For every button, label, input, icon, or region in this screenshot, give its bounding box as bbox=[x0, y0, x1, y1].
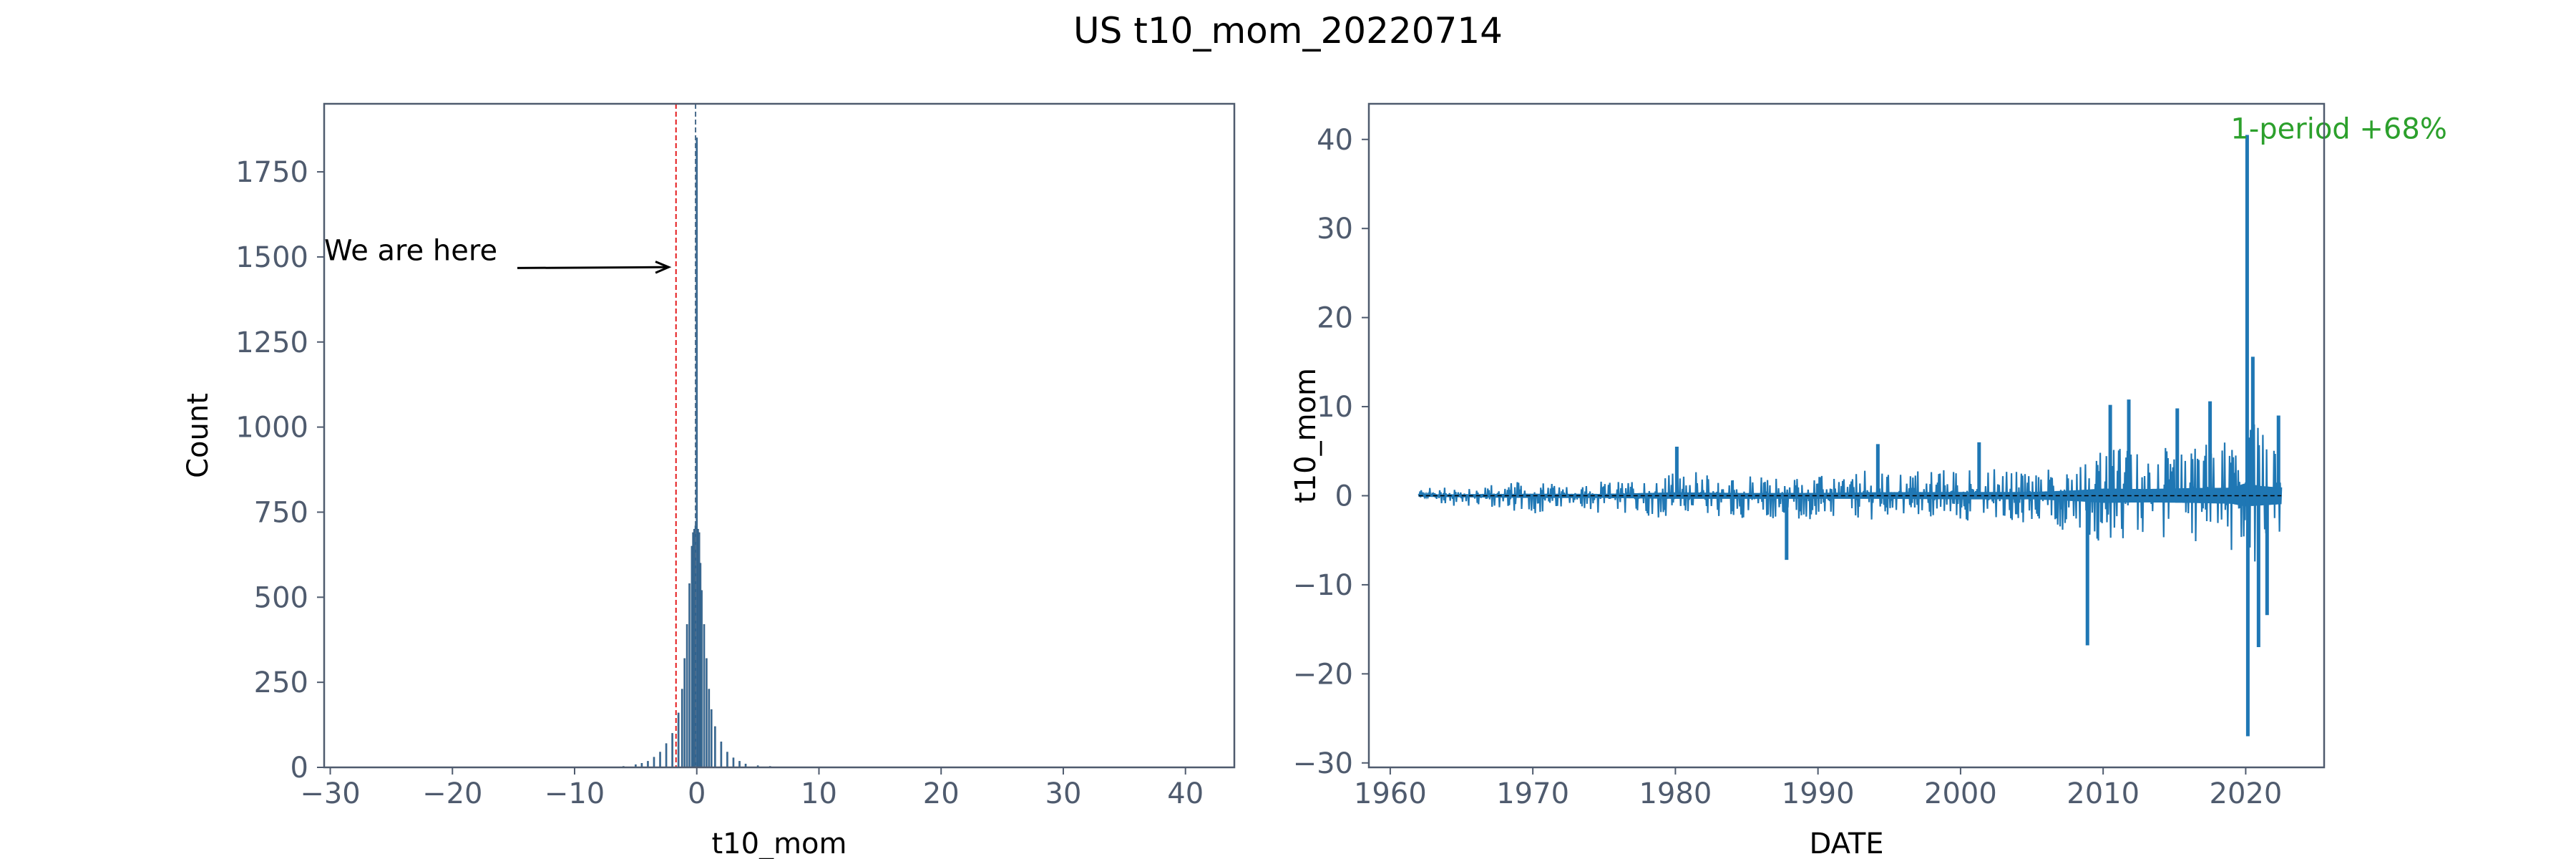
x-tick-label: 20 bbox=[923, 777, 960, 810]
y-tick-label: 10 bbox=[1317, 391, 1353, 424]
histogram-bar bbox=[665, 743, 668, 768]
y-tick-label: 250 bbox=[254, 666, 308, 699]
histogram-bar bbox=[701, 590, 703, 768]
y-tick-label: 0 bbox=[291, 752, 308, 785]
y-tick-label: 1000 bbox=[235, 412, 308, 445]
y-tick-label: 40 bbox=[1317, 124, 1353, 157]
x-tick-label: 0 bbox=[688, 777, 706, 810]
x-tick-label: 1990 bbox=[1782, 777, 1855, 810]
histogram-bar bbox=[706, 658, 708, 768]
y-tick-label: 20 bbox=[1317, 302, 1353, 335]
timeseries-panel: 1-period +68%1960 1970 1980 1990 2000 2010 202… bbox=[1289, 102, 2447, 859]
histogram-frame bbox=[323, 102, 1236, 769]
annotation-arrowhead bbox=[655, 261, 672, 274]
y-tick-label: 1500 bbox=[235, 241, 308, 274]
annotation-arrow bbox=[517, 266, 669, 269]
y-tick-label: −20 bbox=[1293, 658, 1353, 691]
histogram-panel: We are here −30 −20 −10 0 10 20 30 40 0 250 500 750 1… bbox=[182, 102, 1236, 859]
y-tick-label: 500 bbox=[254, 581, 308, 614]
x-tick-label: 10 bbox=[801, 777, 837, 810]
histogram-bar bbox=[686, 624, 688, 768]
x-tick-label: 1980 bbox=[1639, 777, 1712, 810]
histogram-bar bbox=[726, 752, 728, 768]
histogram-bar bbox=[647, 761, 649, 768]
x-tick-label: −20 bbox=[422, 777, 482, 810]
y-tick-label: −10 bbox=[1293, 569, 1353, 602]
x-tick-label: 2000 bbox=[1924, 777, 1997, 810]
histogram-bar bbox=[680, 689, 683, 768]
annotation-text: We are here bbox=[324, 234, 497, 267]
y-tick-label: 1250 bbox=[235, 326, 308, 359]
x-axis-label: DATE bbox=[1809, 828, 1883, 859]
x-axis-label: t10_mom bbox=[712, 828, 847, 859]
histogram-bar bbox=[683, 658, 686, 768]
histogram-bar bbox=[714, 726, 716, 768]
x-tick-label: 2020 bbox=[2210, 777, 2283, 810]
x-tick-label: 30 bbox=[1045, 777, 1082, 810]
y-tick-label: 750 bbox=[254, 496, 308, 529]
series-line bbox=[1418, 421, 2283, 562]
x-tick-label: 40 bbox=[1167, 777, 1204, 810]
histogram-bar bbox=[708, 689, 711, 768]
series-annotation: 1-period +68% bbox=[2230, 113, 2446, 146]
y-axis-label: Count bbox=[182, 393, 215, 478]
histogram-bar bbox=[732, 757, 735, 768]
histogram-bar bbox=[703, 624, 706, 768]
x-tick-label: 1970 bbox=[1496, 777, 1569, 810]
y-axis-label: t10_mom bbox=[1289, 368, 1322, 503]
histogram-bar bbox=[688, 583, 691, 768]
y-tick-label: 30 bbox=[1317, 213, 1353, 246]
histogram-bar bbox=[677, 712, 680, 768]
x-tick-label: −30 bbox=[300, 777, 360, 810]
histogram-bar bbox=[671, 733, 673, 768]
y-tick-label: 1750 bbox=[235, 156, 308, 189]
x-tick-label: 1960 bbox=[1354, 777, 1427, 810]
y-tick-label: 0 bbox=[1335, 480, 1353, 513]
histogram-bar bbox=[659, 752, 661, 768]
x-tick-label: −10 bbox=[545, 777, 605, 810]
x-tick-label: 2010 bbox=[2067, 777, 2140, 810]
histogram-bar bbox=[653, 757, 655, 768]
histogram-bar bbox=[710, 709, 713, 768]
timeseries-frame bbox=[1367, 102, 2326, 769]
y-tick-label: −30 bbox=[1293, 747, 1353, 780]
histogram-bar bbox=[738, 761, 741, 768]
figure-title: US t10_mom_20220714 bbox=[1073, 10, 1503, 52]
histogram-bar bbox=[720, 742, 723, 768]
